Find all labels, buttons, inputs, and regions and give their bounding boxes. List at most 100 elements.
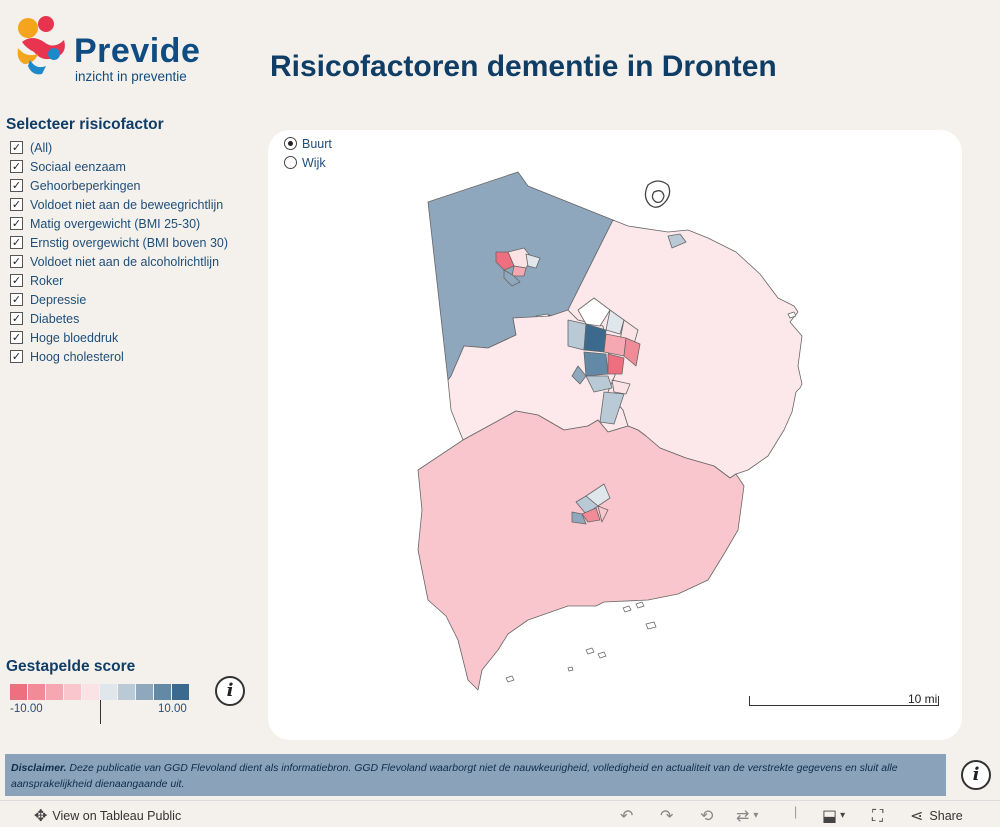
undo-icon: ↶ xyxy=(620,806,634,825)
dronten-core xyxy=(567,297,641,425)
filter-item-label: Voldoet niet aan de alcoholrichtlijn xyxy=(30,254,220,269)
checkbox-icon[interactable]: ✓ xyxy=(10,255,23,268)
legend-swatch xyxy=(100,684,118,700)
logo-name: Previde xyxy=(74,32,201,70)
village-south xyxy=(571,483,611,525)
level-toggle: Buurt Wijk xyxy=(284,134,332,172)
radio-buurt[interactable]: Buurt xyxy=(284,134,332,153)
view-on-tableau-button[interactable]: ✥ View on Tableau Public xyxy=(34,806,181,825)
filter-item[interactable]: ✓ (All) xyxy=(10,138,228,157)
filter-item-label: (All) xyxy=(30,140,53,155)
legend-marker xyxy=(100,700,101,724)
filter-item[interactable]: ✓ Hoog cholesterol xyxy=(10,347,228,366)
filter-item-label: Voldoet niet aan de beweegrichtlijn xyxy=(30,197,224,212)
refresh-button[interactable]: ⇄ ▾ xyxy=(736,806,758,825)
fullscreen-icon: ⛶ xyxy=(872,806,884,825)
radio-icon[interactable] xyxy=(284,137,297,150)
legend-swatch xyxy=(82,684,100,700)
filter-item[interactable]: ✓ Roker xyxy=(10,271,228,290)
logo-tagline: inzicht in preventie xyxy=(75,69,187,84)
disclaimer-text: Deze publicatie van GGD Flevoland dient … xyxy=(11,762,898,790)
filter-item[interactable]: ✓ Sociaal eenzaam xyxy=(10,157,228,176)
filter-item[interactable]: ✓ Gehoorbeperkingen xyxy=(10,176,228,195)
filter-item-label: Matig overgewicht (BMI 25-30) xyxy=(30,216,201,231)
refresh-icon: ⇄ xyxy=(736,806,750,825)
region-south xyxy=(417,410,745,691)
previde-logo: Previde inzicht in preventie xyxy=(14,14,214,86)
redo-icon: ↷ xyxy=(660,806,674,825)
village-north-west xyxy=(495,247,541,287)
revert-button[interactable]: ⟲ xyxy=(700,806,713,825)
filter-item[interactable]: ✓ Voldoet niet aan de beweegrichtlijn xyxy=(10,195,228,214)
undo-button[interactable]: ↶ xyxy=(620,806,633,825)
radio-label: Buurt xyxy=(302,136,332,151)
checkbox-icon[interactable]: ✓ xyxy=(10,331,23,344)
region-island-east xyxy=(667,233,687,249)
filter-item-label: Roker xyxy=(30,273,64,288)
redo-button[interactable]: ↷ xyxy=(660,806,673,825)
radio-icon[interactable] xyxy=(284,156,297,169)
filter-item[interactable]: ✓ Ernstig overgewicht (BMI boven 30) xyxy=(10,233,228,252)
radio-wijk[interactable]: Wijk xyxy=(284,153,332,172)
revert-icon: ⟲ xyxy=(700,806,714,825)
page-title: Risicofactoren dementie in Dronten xyxy=(270,50,777,83)
legend-swatch xyxy=(28,684,46,700)
legend-swatch xyxy=(154,684,172,700)
share-label: Share xyxy=(929,808,963,823)
checkbox-icon[interactable]: ✓ xyxy=(10,274,23,287)
checkbox-icon[interactable]: ✓ xyxy=(10,350,23,363)
previde-logo-icon xyxy=(17,16,65,75)
download-button[interactable]: ⬓ ▾ xyxy=(822,806,845,825)
color-legend xyxy=(10,684,190,700)
tableau-toolbar: ✥ View on Tableau Public ↶ ↷ ⟲ ⇄ ▾ | ⬓ ▾ ⛶… xyxy=(0,800,1000,827)
chevron-down-icon: ▾ xyxy=(840,810,846,821)
checkbox-icon[interactable]: ✓ xyxy=(10,293,23,306)
coastal-islets xyxy=(505,311,797,683)
filter-item[interactable]: ✓ Hoge bloeddruk xyxy=(10,328,228,347)
filter-item[interactable]: ✓ Diabetes xyxy=(10,309,228,328)
filter-item-label: Diabetes xyxy=(30,311,80,326)
checkbox-icon[interactable]: ✓ xyxy=(10,141,23,154)
filter-item-label: Ernstig overgewicht (BMI boven 30) xyxy=(30,235,229,250)
risk-factor-filter: ✓ (All) ✓ Sociaal eenzaam ✓ Gehoorbeperkingen… xyxy=(10,138,228,366)
filter-item-label: Hoog cholesterol xyxy=(30,349,124,364)
scale-bar xyxy=(749,696,939,706)
legend-swatch xyxy=(46,684,64,700)
checkbox-icon[interactable]: ✓ xyxy=(10,198,23,211)
disclaimer-info-icon[interactable]: i xyxy=(961,760,991,790)
toolbar-divider: | xyxy=(794,805,798,819)
checkbox-icon[interactable]: ✓ xyxy=(10,179,23,192)
filter-item[interactable]: ✓ Matig overgewicht (BMI 25-30) xyxy=(10,214,228,233)
fullscreen-button[interactable]: ⛶ xyxy=(872,806,883,826)
legend-swatch xyxy=(10,684,28,700)
filter-item-label: Depressie xyxy=(30,292,87,307)
filter-item-label: Gehoorbeperkingen xyxy=(30,178,141,193)
download-icon: ⬓ xyxy=(822,806,838,825)
filter-item[interactable]: ✓ Depressie xyxy=(10,290,228,309)
filter-item[interactable]: ✓ Voldoet niet aan de alcoholrichtlijn xyxy=(10,252,228,271)
legend-title: Gestapelde score xyxy=(6,658,136,675)
dronten-map[interactable] xyxy=(268,130,962,740)
legend-min-label: -10.00 xyxy=(10,703,43,715)
checkbox-icon[interactable]: ✓ xyxy=(10,312,23,325)
checkbox-icon[interactable]: ✓ xyxy=(10,236,23,249)
scale-label: 10 mi xyxy=(908,692,938,706)
disclaimer: Disclaimer. Deze publicatie van GGD Flev… xyxy=(5,754,946,796)
legend-swatch xyxy=(136,684,154,700)
share-icon: ⋖ xyxy=(910,806,924,825)
share-button[interactable]: ⋖ Share xyxy=(910,806,963,825)
checkbox-icon[interactable]: ✓ xyxy=(10,217,23,230)
legend-swatch xyxy=(64,684,82,700)
checkbox-icon[interactable]: ✓ xyxy=(10,160,23,173)
chevron-down-icon: ▾ xyxy=(753,810,759,821)
filter-item-label: Hoge bloeddruk xyxy=(30,330,119,345)
map-panel: Buurt Wijk 10 mi xyxy=(268,130,962,740)
view-on-tableau-label: View on Tableau Public xyxy=(52,808,182,823)
legend-swatch xyxy=(172,684,190,700)
legend-info-icon[interactable]: i xyxy=(215,676,245,706)
filter-item-label: Sociaal eenzaam xyxy=(30,159,126,174)
region-island xyxy=(644,180,671,208)
disclaimer-lead: Disclaimer. xyxy=(11,762,67,774)
legend-swatch xyxy=(118,684,136,700)
radio-label: Wijk xyxy=(302,155,326,170)
